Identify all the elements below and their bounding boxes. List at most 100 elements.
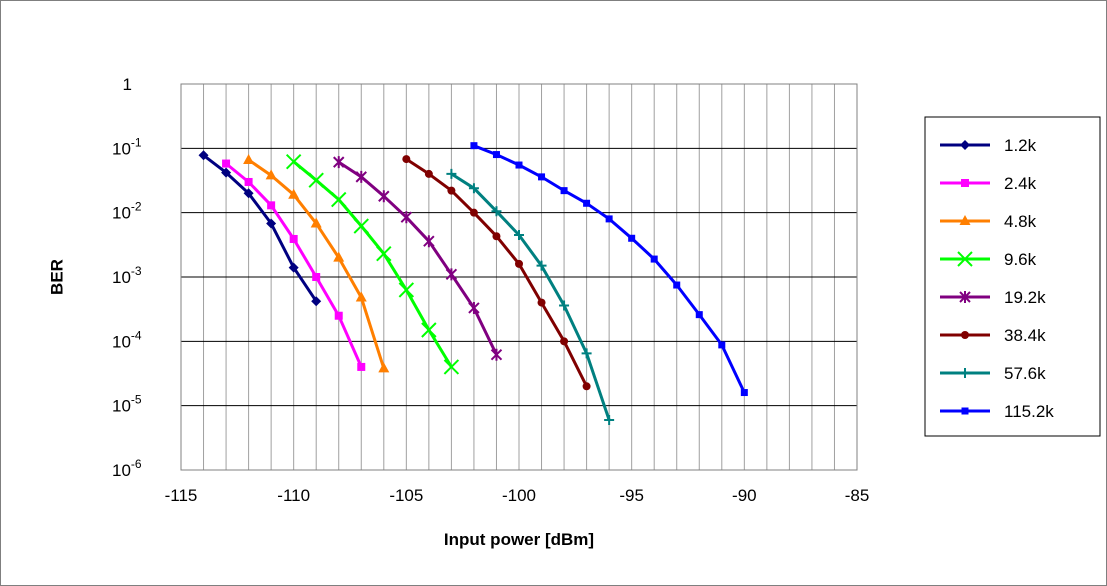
data-point [266, 218, 277, 229]
series [198, 142, 748, 425]
y-tick-label: 1 [123, 75, 132, 94]
data-point [560, 337, 569, 346]
data-point [468, 183, 479, 194]
data-point [357, 362, 366, 371]
data-point [469, 208, 478, 217]
data-point [492, 151, 500, 159]
data-point [378, 362, 390, 373]
data-point [285, 153, 302, 170]
data-point [446, 168, 457, 179]
data-point [581, 348, 592, 359]
data-point [400, 211, 413, 224]
legend-marker [960, 140, 970, 150]
legend-marker [961, 179, 969, 187]
series-57.6k [446, 168, 615, 425]
legend-item: 115.2k [940, 402, 1054, 421]
legend-label: 4.8k [1004, 212, 1037, 231]
data-point [740, 389, 748, 397]
data-point [355, 170, 367, 183]
tick-labels: -115 -110 -105 -100 -95 -90 -85 1 10-1 10-2 10-3 10… [112, 75, 869, 505]
data-point [447, 186, 456, 195]
data-point [353, 218, 369, 234]
data-point [515, 259, 523, 268]
data-point [673, 281, 681, 289]
plot-area [180, 83, 858, 471]
data-point [491, 206, 502, 217]
data-point [312, 273, 321, 281]
data-point [490, 348, 503, 361]
series-4.8k [243, 153, 390, 373]
data-point [265, 169, 277, 180]
legend-marker [961, 407, 969, 415]
legend-marker [959, 215, 971, 225]
data-point [423, 235, 435, 248]
x-axis-title: Input power [dBm] [444, 530, 594, 549]
data-point [605, 215, 613, 223]
legend-item: 2.4k [940, 174, 1037, 193]
legend-marker [957, 251, 973, 267]
data-point [470, 142, 478, 150]
data-point [604, 414, 615, 425]
data-point [378, 190, 390, 203]
legend-label: 19.2k [1004, 288, 1046, 307]
data-point [560, 187, 568, 195]
legend-item: 38.4k [940, 326, 1046, 345]
series-19.2k [333, 156, 503, 361]
x-tick-label: -110 [277, 486, 310, 505]
data-point [288, 262, 299, 273]
x-tick-label: -115 [165, 486, 198, 505]
data-point [398, 282, 415, 298]
legend-label: 115.2k [1004, 402, 1054, 421]
y-axis-title: BER [47, 259, 66, 295]
data-point [628, 234, 636, 242]
series-115.2k [470, 142, 748, 397]
data-point [243, 188, 254, 199]
legend-item: 1.2k [940, 136, 1037, 155]
series-1.2k [198, 150, 322, 307]
data-point [334, 311, 343, 320]
data-point [289, 234, 298, 243]
y-tick-label: 10-3 [112, 264, 142, 287]
data-point [244, 177, 253, 186]
data-point [222, 159, 231, 168]
data-point [583, 199, 591, 207]
legend-item: 9.6k [940, 250, 1037, 269]
data-point [243, 153, 255, 164]
y-tick-label: 10-6 [112, 457, 142, 480]
x-tick-label: -90 [732, 486, 757, 505]
legend-marker [961, 331, 969, 339]
data-point [718, 341, 726, 349]
x-tick-label: -85 [845, 486, 870, 505]
legend-item: 4.8k [940, 212, 1037, 231]
legend-item: 57.6k [940, 364, 1046, 383]
data-point [695, 311, 703, 319]
data-point [538, 173, 546, 181]
data-point [443, 359, 460, 375]
data-point [582, 382, 591, 391]
y-tick-label: 10-2 [112, 200, 142, 223]
data-point [221, 167, 232, 178]
legend-label: 2.4k [1004, 174, 1037, 193]
series-line [202, 154, 318, 303]
data-point [514, 229, 524, 240]
data-point [355, 291, 367, 302]
data-point [267, 201, 276, 210]
legend-label: 1.2k [1004, 136, 1037, 155]
series-9.6k [285, 153, 460, 375]
data-point [288, 188, 300, 199]
data-point [198, 150, 209, 161]
data-point [468, 301, 480, 314]
data-point [492, 232, 501, 241]
data-point [376, 246, 392, 262]
data-point [424, 169, 433, 178]
data-point [311, 296, 322, 307]
series-line [450, 172, 611, 421]
data-point [310, 217, 322, 228]
data-point [333, 251, 345, 262]
data-point [421, 322, 437, 338]
legend: 1.2k 2.4k 4.8k 9.6k 19.2k 38.4k 57.6k 115.2k [924, 116, 1101, 437]
data-point [515, 161, 523, 169]
data-point [650, 255, 658, 263]
